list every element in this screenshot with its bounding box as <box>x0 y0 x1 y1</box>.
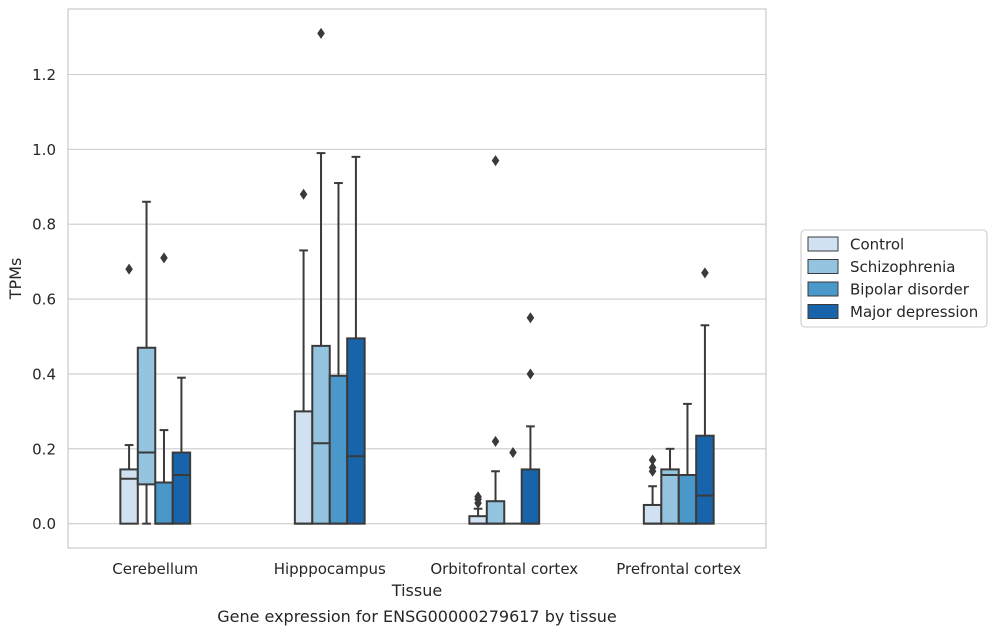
outlier-point <box>701 267 709 279</box>
box-iqr <box>677 474 698 525</box>
grid-lines <box>68 73 766 525</box>
outlier-point <box>648 462 657 474</box>
legend-label: Control <box>850 236 904 254</box>
box-iqr <box>171 451 192 525</box>
outlier-point <box>160 252 168 264</box>
legend-swatch <box>807 236 839 252</box>
y-tick-label: 1.2 <box>32 66 56 84</box>
box-iqr <box>468 515 488 525</box>
legend-label: Bipolar disorder <box>850 281 970 299</box>
plot-frame <box>67 8 767 549</box>
outlier-point <box>509 447 517 459</box>
box-element <box>293 188 314 525</box>
box-element <box>311 27 331 525</box>
box-element <box>660 447 680 525</box>
outlier-point <box>299 188 308 200</box>
box-element <box>520 312 541 525</box>
legend-swatch <box>807 304 839 319</box>
y-tick-label: 0.2 <box>32 440 56 458</box>
x-tick-label: Prefrontal cortex <box>616 560 741 578</box>
x-axis-label: Tissue <box>391 581 442 600</box>
x-axis-ticks: Cerebellum Hipppocampus Orbitofrontal cort… <box>112 560 741 578</box>
box-element <box>695 267 715 525</box>
box-element <box>346 155 366 525</box>
box-iqr <box>293 410 314 525</box>
outlier-point <box>317 27 325 39</box>
legend-label: Major depression <box>850 303 978 321</box>
box-iqr <box>485 500 506 525</box>
box-iqr <box>154 481 174 525</box>
box-iqr <box>520 468 541 525</box>
outlier-point <box>526 312 535 324</box>
chart-caption: Gene expression for ENSG00000279617 by t… <box>217 607 617 626</box>
box-element <box>677 402 698 525</box>
y-tick-label: 0.4 <box>32 365 56 383</box>
box-element <box>328 182 349 525</box>
outlier-point <box>648 454 657 466</box>
outlier-point <box>125 263 133 275</box>
box-iqr <box>695 434 715 525</box>
x-tick-label: Orbitofrontal cortex <box>430 560 578 578</box>
outlier-point <box>491 435 500 447</box>
box-element <box>154 252 174 525</box>
x-tick-label: Hipppocampus <box>274 560 386 578</box>
legend-item: Schizophrenia <box>807 258 955 276</box>
box-iqr <box>136 346 157 486</box>
box-iqr <box>660 468 680 525</box>
box-iqr <box>346 337 366 525</box>
outlier-point <box>474 491 482 503</box>
box-element <box>171 376 192 525</box>
box-iqr <box>328 374 349 525</box>
box-element <box>485 155 506 525</box>
legend-item: Major depression <box>807 303 978 321</box>
y-tick-label: 0.6 <box>32 291 56 309</box>
y-tick-label: 0.8 <box>32 216 56 234</box>
legend-swatch <box>807 281 839 297</box>
box-element <box>136 200 157 525</box>
y-tick-label: 0.0 <box>32 515 56 533</box>
outlier-point <box>491 155 500 167</box>
y-axis-ticks: 0.0 0.2 0.4 0.6 0.8 1.0 1.2 <box>32 66 56 533</box>
outlier-point <box>526 368 535 380</box>
box-element <box>642 454 663 525</box>
legend-label: Schizophrenia <box>850 258 955 276</box>
y-tick-label: 1.0 <box>32 141 56 159</box>
legend-frame <box>800 229 988 328</box>
legend: Control Schizophrenia Bipolar disorder Majo… <box>800 229 988 328</box>
legend-swatch <box>807 259 839 274</box>
x-tick-label: Cerebellum <box>112 560 198 578</box>
box-element <box>119 263 139 525</box>
box-iqr <box>119 468 139 525</box>
box-element <box>468 491 488 525</box>
box-iqr <box>642 503 663 525</box>
y-axis-label: TPMs <box>6 258 25 301</box>
box-element <box>504 447 522 525</box>
box-iqr <box>311 344 331 525</box>
legend-item: Control <box>807 236 904 254</box>
legend-item: Bipolar disorder <box>807 281 970 299</box>
plot-area <box>119 27 715 525</box>
